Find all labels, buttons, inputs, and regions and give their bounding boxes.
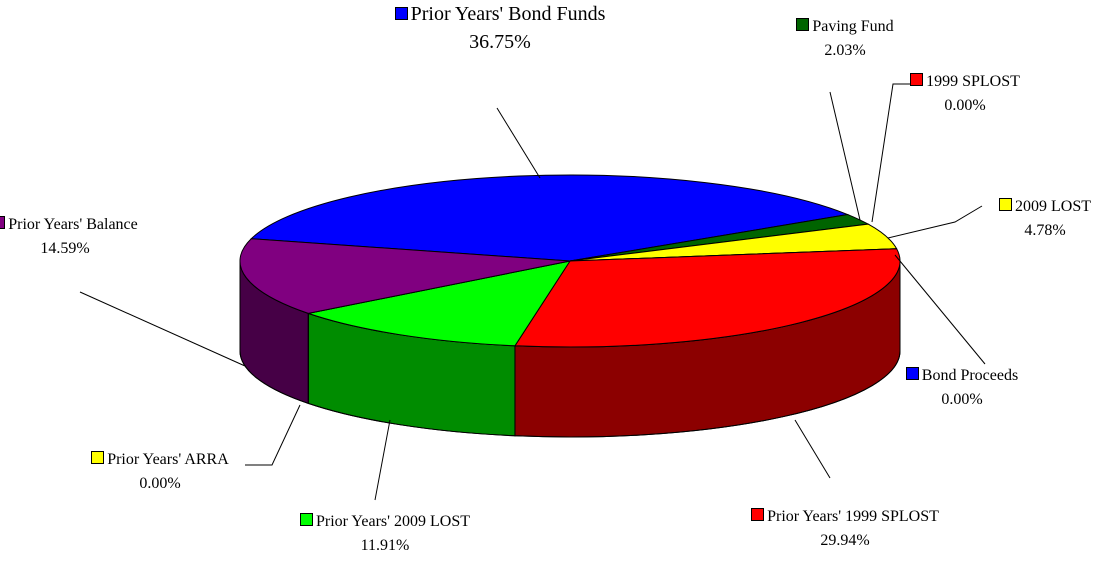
- slice-value: 0.00%: [139, 475, 181, 492]
- slice-name: 1999 SPLOST: [926, 73, 1020, 90]
- slice-name: Prior Years' ARRA: [107, 451, 229, 468]
- slice-value: 36.75%: [469, 31, 531, 53]
- slice-label: Paving Fund 2.03%: [770, 15, 920, 63]
- legend-swatch: [905, 367, 919, 380]
- legend-swatch: [999, 198, 1012, 211]
- slice-label: Prior Years' ARRA 0.00%: [50, 448, 270, 496]
- legend-swatch: [91, 451, 105, 464]
- legend-swatch: [0, 216, 6, 229]
- slice-value: 29.94%: [820, 532, 870, 549]
- legend-swatch: [751, 508, 765, 521]
- leader-line: [794, 419, 831, 479]
- slice-name: Prior Years' 2009 LOST: [316, 513, 470, 530]
- slice: [514, 248, 901, 348]
- slice-value: 2.03%: [824, 42, 866, 59]
- slice-value: 14.59%: [40, 240, 90, 257]
- slice: [306, 260, 572, 347]
- slice-name: Bond Proceeds: [921, 367, 1019, 384]
- slice-label: Prior Years' 2009 LOST 11.91%: [295, 510, 475, 558]
- slice-value: 11.91%: [360, 537, 410, 554]
- slice-name: Paving Fund: [812, 18, 894, 35]
- slice: [250, 174, 850, 262]
- legend-swatch: [394, 7, 408, 20]
- leader-line: [871, 83, 910, 223]
- slice-label: Prior Years' Bond Funds 36.75%: [380, 0, 620, 56]
- slice-name: 2009 LOST: [1015, 198, 1091, 215]
- slice-label: Prior Years' Balance 14.59%: [0, 213, 165, 261]
- leader-line: [79, 291, 246, 367]
- leader-line: [496, 107, 541, 179]
- slice-value: 0.00%: [941, 391, 983, 408]
- leader-line: [245, 404, 301, 466]
- leader-line: [894, 254, 986, 365]
- slice-label: Prior Years' 1999 SPLOST 29.94%: [745, 505, 945, 553]
- slice-name: Prior Years' Balance: [8, 216, 138, 233]
- slice-label: Bond Proceeds 0.00%: [882, 364, 1042, 412]
- slice: [239, 238, 571, 314]
- legend-swatch: [796, 18, 810, 31]
- slice-name: Prior Years' Bond Funds: [410, 3, 606, 25]
- slice-label: 1999 SPLOST 0.00%: [890, 70, 1040, 118]
- slice-value: 4.78%: [1024, 222, 1066, 239]
- slice-value: 0.00%: [944, 97, 986, 114]
- slice-name: Prior Years' 1999 SPLOST: [767, 508, 939, 525]
- legend-swatch: [910, 73, 924, 86]
- leader-line: [374, 419, 391, 501]
- legend-swatch: [300, 513, 313, 526]
- slice-label: 2009 LOST 4.78%: [975, 195, 1107, 243]
- leader-line: [829, 91, 861, 221]
- leader-line: [887, 205, 983, 239]
